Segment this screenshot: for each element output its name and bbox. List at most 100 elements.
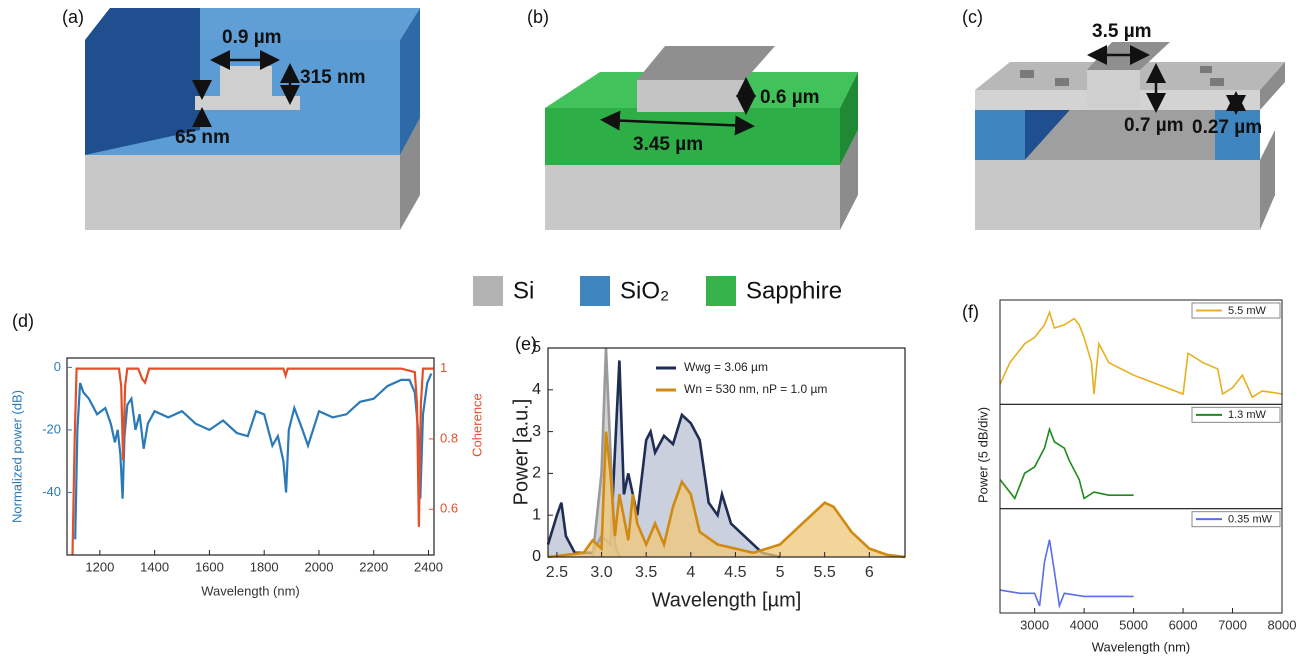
x-tick-label: 2400 bbox=[414, 559, 443, 574]
legend-label: Wwg = 3.06 µm bbox=[684, 360, 768, 374]
legend-label: Sapphire bbox=[746, 277, 842, 304]
x-tick-label: 5.5 bbox=[814, 564, 836, 581]
x-tick-label: 3.5 bbox=[635, 564, 657, 581]
x-tick-label: 3.0 bbox=[590, 564, 612, 581]
legend-box bbox=[1191, 302, 1281, 319]
sapphire-side bbox=[840, 72, 858, 165]
annotation: 315 nm bbox=[300, 67, 365, 88]
y2-tick-label: 0.8 bbox=[440, 430, 458, 445]
legend-swatch bbox=[580, 276, 610, 306]
y2-tick-label: 0.6 bbox=[440, 501, 458, 516]
cladding-side bbox=[400, 8, 420, 155]
slab-side bbox=[1260, 62, 1285, 110]
legend-box bbox=[1191, 511, 1281, 528]
undercut bbox=[1025, 110, 1215, 160]
y-tick-label: 0 bbox=[532, 548, 541, 565]
y-tick-label: 3 bbox=[532, 423, 541, 440]
area bbox=[548, 360, 781, 557]
legend-label: Wn = 530 nm, nP = 1.0 µm bbox=[684, 382, 827, 396]
legend-label: 5.5 mW bbox=[1228, 305, 1267, 317]
x-tick-label: 1400 bbox=[140, 559, 169, 574]
annotation: 65 nm bbox=[175, 127, 230, 148]
plot-frame bbox=[66, 357, 435, 556]
substrate bbox=[975, 160, 1260, 230]
rib bbox=[1087, 70, 1140, 108]
legend-box bbox=[1191, 406, 1281, 423]
x-tick-label: 6000 bbox=[1169, 617, 1198, 632]
annotation: 0.7 µm bbox=[1124, 115, 1184, 136]
data-line bbox=[999, 426, 1134, 500]
cladding-cut bbox=[85, 8, 200, 155]
rib bbox=[220, 66, 272, 98]
box-right bbox=[1215, 110, 1260, 160]
y-axis-label: Power [a.u.] bbox=[510, 399, 532, 506]
panel-label: (e) bbox=[515, 334, 537, 354]
legend-swatch bbox=[473, 276, 503, 306]
substrate bbox=[85, 155, 400, 230]
substrate-side bbox=[400, 118, 420, 230]
legend-swatch bbox=[706, 276, 736, 306]
substrate bbox=[545, 165, 840, 230]
diagram-a: (a) 0.9 µm 315 nm 65 nm bbox=[62, 7, 420, 230]
y-tick-label: 2 bbox=[532, 465, 541, 482]
x-axis-label: Wavelength (nm) bbox=[1092, 639, 1191, 654]
x-tick-label: 1800 bbox=[250, 559, 279, 574]
data-line bbox=[999, 539, 1134, 610]
x-tick-label: 4 bbox=[686, 564, 695, 581]
legend-label: 1.3 mW bbox=[1228, 409, 1267, 421]
y-tick-label: 5 bbox=[532, 339, 541, 356]
legend-label: 0.35 mW bbox=[1228, 514, 1273, 526]
x-axis-label: Wavelength (nm) bbox=[201, 583, 300, 598]
x-tick-label: 8000 bbox=[1268, 617, 1297, 632]
y-tick-label: -40 bbox=[42, 484, 61, 499]
substrate-side bbox=[840, 130, 858, 230]
y2-axis-label: Coherence bbox=[469, 393, 484, 457]
data-line bbox=[74, 373, 433, 540]
x-tick-label: 2200 bbox=[359, 559, 388, 574]
y-tick-label: -20 bbox=[42, 421, 61, 436]
x-tick-label: 4.5 bbox=[724, 564, 746, 581]
y-axis-label: Power (5 dB/div) bbox=[975, 407, 990, 503]
panel-label: (d) bbox=[12, 311, 34, 331]
panel-label: (f) bbox=[962, 302, 979, 322]
y2-tick-label: 1 bbox=[440, 360, 447, 375]
y-axis-label: Normalized power (dB) bbox=[9, 390, 24, 523]
annotation: 0.6 µm bbox=[760, 87, 820, 108]
substrate-side bbox=[1260, 130, 1275, 230]
data-line bbox=[999, 309, 1283, 399]
x-tick-label: 2.5 bbox=[546, 564, 568, 581]
legend-label: Si bbox=[513, 277, 534, 304]
x-axis-label: Wavelength [µm] bbox=[652, 589, 802, 611]
y-tick-label: 4 bbox=[532, 381, 541, 398]
rib-top bbox=[637, 46, 775, 80]
x-tick-label: 5 bbox=[776, 564, 785, 581]
legend-label: SiO₂ bbox=[620, 277, 669, 304]
panel-label: (a) bbox=[62, 7, 84, 27]
diagram-c: (c) 3.5 µm 0.7 µm 0.27 µm bbox=[962, 7, 1285, 230]
x-tick-label: 2000 bbox=[305, 559, 334, 574]
x-tick-label: 7000 bbox=[1218, 617, 1247, 632]
panel-label: (c) bbox=[962, 7, 983, 27]
y-tick-label: 1 bbox=[532, 506, 541, 523]
rib bbox=[637, 80, 745, 112]
x-tick-label: 5000 bbox=[1119, 617, 1148, 632]
x-tick-label: 1600 bbox=[195, 559, 224, 574]
diagram-b: (b) 0.6 µm 3.45 µm bbox=[527, 7, 858, 230]
annotation: 3.5 µm bbox=[1092, 21, 1152, 42]
y-tick-label: 0 bbox=[54, 359, 61, 374]
data-line bbox=[547, 431, 906, 559]
annotation: 0.9 µm bbox=[222, 27, 282, 48]
data-line bbox=[71, 367, 434, 555]
annotation: 3.45 µm bbox=[633, 134, 703, 155]
plot-frame bbox=[547, 347, 906, 558]
x-tick-label: 3000 bbox=[1020, 617, 1049, 632]
panel-label: (b) bbox=[527, 7, 549, 27]
x-tick-label: 6 bbox=[865, 564, 874, 581]
x-tick-label: 4000 bbox=[1070, 617, 1099, 632]
box-left bbox=[975, 110, 1025, 160]
subplot-frame bbox=[999, 508, 1283, 614]
x-tick-label: 1200 bbox=[85, 559, 114, 574]
annotation: 0.27 µm bbox=[1192, 117, 1262, 138]
slab bbox=[195, 96, 300, 110]
